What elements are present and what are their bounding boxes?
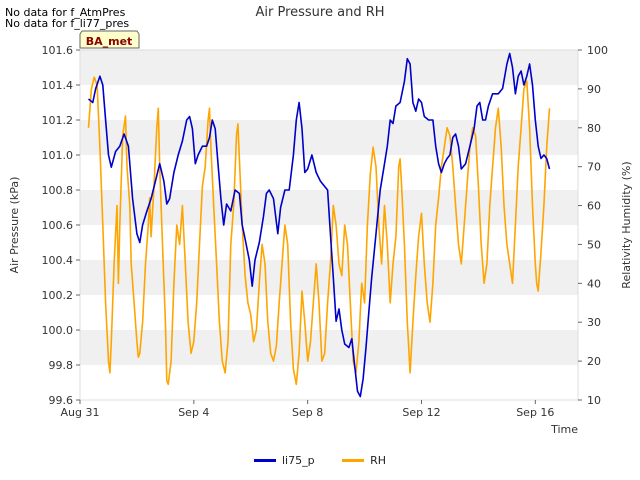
y-right-tick-label: 50 (587, 238, 601, 251)
y-left-tick-label: 99.8 (49, 359, 74, 372)
y-axis-left-title: Air Pressure (kPa) (8, 177, 21, 274)
y-right-tick-label: 30 (587, 316, 601, 329)
x-tick-label: Sep 4 (178, 406, 209, 419)
grid-band (80, 330, 578, 365)
y-left-tick-label: 101.4 (42, 79, 74, 92)
grid-band (80, 155, 578, 190)
y-axis-right-title: Relativity Humidity (%) (620, 161, 633, 288)
y-left-tick-label: 101.0 (42, 149, 74, 162)
x-tick-label: Sep 16 (516, 406, 554, 419)
grid-band (80, 225, 578, 260)
y-axis-right: 10 20 30 40 50 60 70 80 90 100 (578, 44, 608, 407)
grid-band (80, 85, 578, 120)
badge-box (79, 30, 140, 49)
badge-label: BA_met (86, 35, 133, 48)
y-right-tick-label: 40 (587, 277, 601, 290)
no-data-notice-atmpres: No data for f_AtmPres (5, 6, 126, 19)
legend-label-li75-p: li75_p (281, 453, 315, 467)
x-tick-label: Sep 8 (292, 406, 323, 419)
y-right-tick-label: 10 (587, 394, 601, 407)
y-left-tick-label: 100.4 (42, 254, 74, 267)
y-left-tick-label: 100.0 (42, 324, 74, 337)
legend-item-rh: RH (342, 454, 386, 467)
no-data-notice-li77: No data for f_li77_pres (5, 17, 130, 30)
chart-title: Air Pressure and RH (255, 5, 384, 20)
x-tick-label: Sep 12 (402, 406, 440, 419)
y-right-tick-label: 20 (587, 355, 601, 368)
y-right-tick-label: 100 (587, 44, 608, 57)
y-left-tick-label: 100.8 (42, 184, 74, 197)
y-left-tick-label: 100.6 (42, 219, 74, 232)
grid-band (80, 50, 578, 85)
y-left-tick-label: 100.2 (42, 289, 74, 302)
legend-item-li75-p: li75_p (253, 453, 315, 467)
y-left-tick-label: 101.6 (42, 44, 74, 57)
grid-bands (80, 50, 578, 400)
grid-band (80, 120, 578, 155)
legend: li75_p RH (0, 453, 640, 467)
y-axis-left: 99.6 99.8 100.0 100.2 100.4 100.6 100.8 101.0 10… (42, 44, 80, 407)
series-line-li75-p (87, 52, 551, 398)
badge: BA_met (79, 30, 140, 49)
grid-band (80, 295, 578, 330)
grid-band (80, 365, 578, 400)
legend-swatch-rh (342, 459, 365, 462)
y-right-tick-label: 70 (587, 161, 601, 174)
legend-label-rh: RH (370, 453, 386, 467)
y-right-tick-label: 80 (587, 122, 601, 135)
x-axis: Aug 31 Sep 4 Sep 8 Sep 12 Sep 16 (61, 400, 554, 419)
y-right-tick-label: 90 (587, 83, 601, 96)
y-right-tick-label: 60 (587, 200, 601, 213)
series-layer (87, 52, 551, 398)
x-tick-label: Aug 31 (61, 406, 100, 419)
legend-swatch-li75-p (253, 459, 276, 462)
y-left-tick-label: 99.6 (49, 394, 74, 407)
y-left-tick-label: 101.2 (42, 114, 74, 127)
x-axis-title: Time (550, 423, 578, 436)
